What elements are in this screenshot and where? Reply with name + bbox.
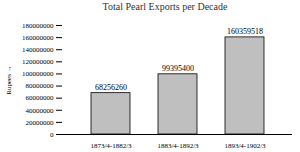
svg-text:40000000: 40000000: [26, 107, 55, 115]
svg-text:1893/4-1902/3: 1893/4-1902/3: [224, 142, 266, 150]
html-text:Total Pearl Exports per Decade: Total Pearl Exports per Decade: [102, 1, 228, 12]
svg-text:180000000: 180000000: [22, 22, 54, 30]
svg-text:100000000: 100000000: [22, 70, 54, 78]
svg-text:160359518: 160359518: [227, 27, 263, 36]
svg-text:140000000: 140000000: [22, 46, 54, 54]
svg-text:1883/4-1892/3: 1883/4-1892/3: [157, 142, 199, 150]
svg-text:68256260: 68256260: [95, 83, 127, 92]
svg-text:99395400: 99395400: [162, 64, 194, 73]
svg-text:20000000: 20000000: [26, 119, 55, 127]
svg-text:0: 0: [50, 131, 54, 139]
svg-text:160000000: 160000000: [22, 34, 54, 42]
svg-text:120000000: 120000000: [22, 58, 54, 66]
svg-text:60000000: 60000000: [26, 94, 55, 102]
svg-text:Rupees →: Rupees →: [5, 65, 13, 94]
svg-text:1873/4-1882/3: 1873/4-1882/3: [90, 142, 132, 150]
svg-text:80000000: 80000000: [26, 82, 55, 90]
